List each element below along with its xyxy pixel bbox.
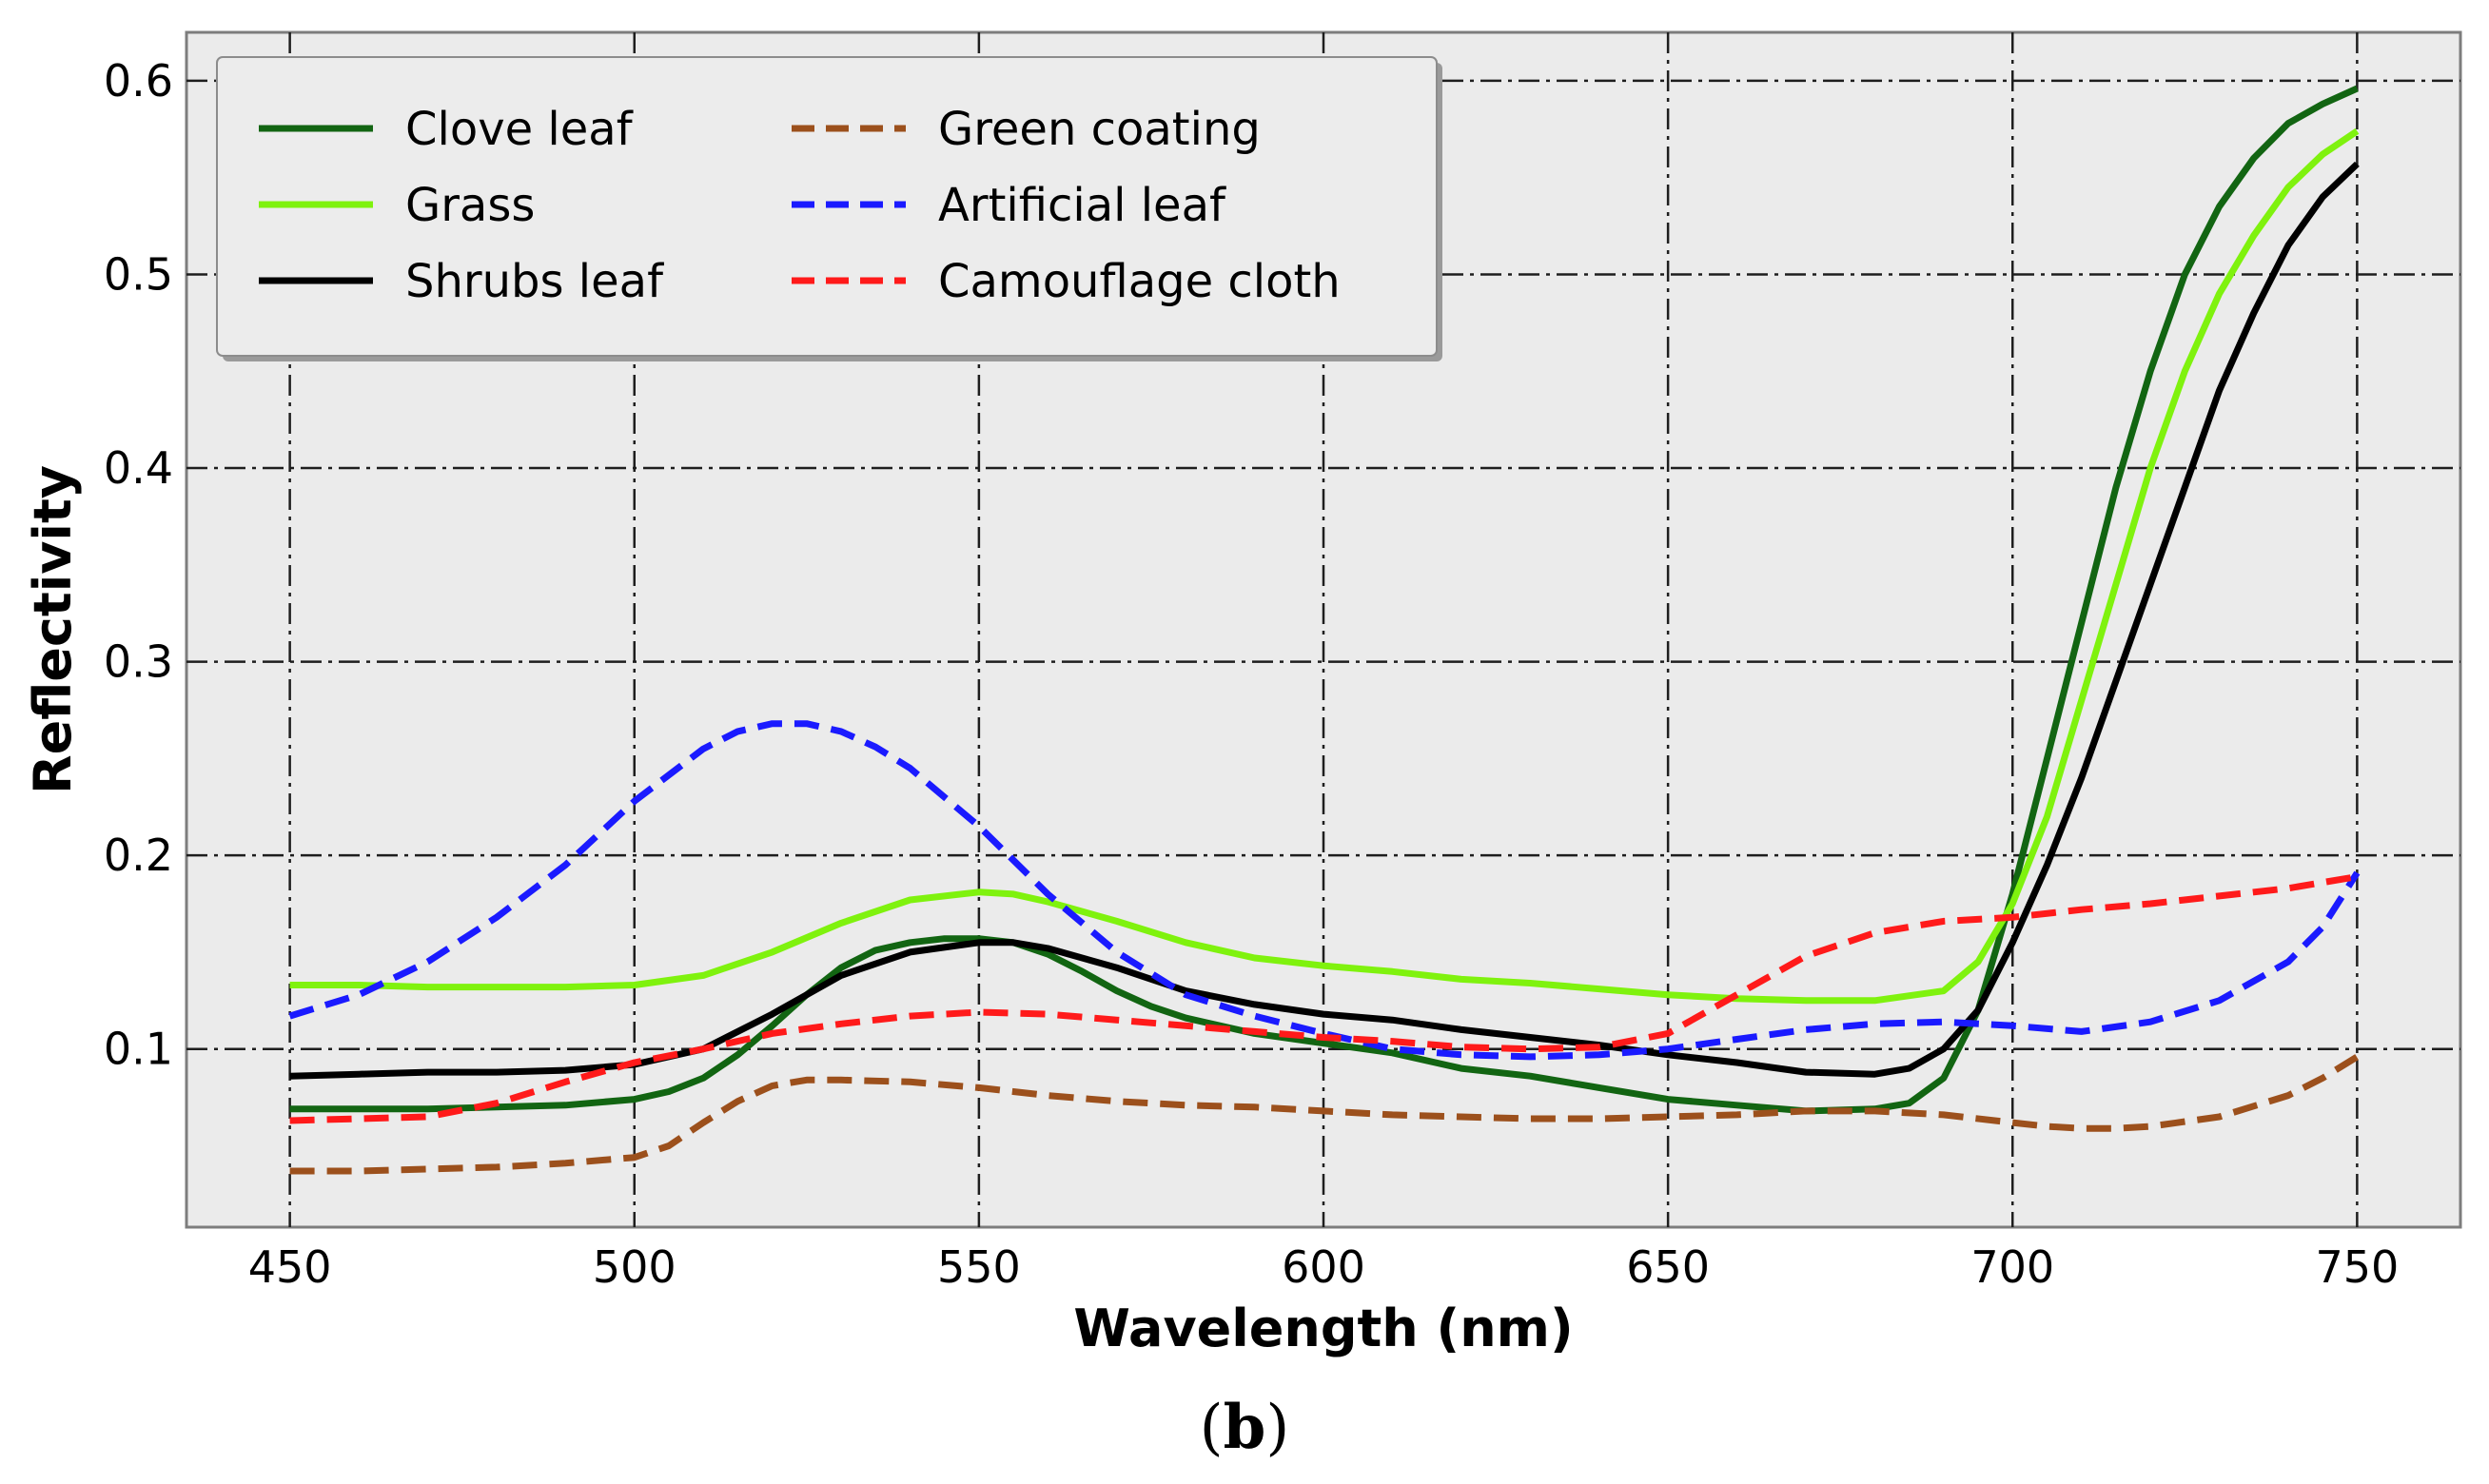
series-line-artificial-leaf xyxy=(288,720,2361,1061)
legend-label-clove-leaf: Clove leaf xyxy=(405,103,634,156)
y-tick-labels: 0.1 0.2 0.3 0.4 0.5 0.6 xyxy=(104,55,173,1075)
x-tick-labels: 450 500 550 600 650 700 750 xyxy=(248,1241,2400,1293)
y-tick-label: 0.5 xyxy=(104,248,173,300)
caption-close: ) xyxy=(1265,1393,1289,1463)
legend-label-grass: Grass xyxy=(405,179,535,232)
series-lines xyxy=(288,85,2361,1175)
series-line-camouflage-cloth xyxy=(289,873,2358,1124)
y-axis-label: Reflectivity xyxy=(23,465,83,794)
legend-label-camouflage-cloth: Camouflage cloth xyxy=(938,255,1341,308)
legend-label-artificial-leaf: Artificial leaf xyxy=(938,179,1226,232)
y-tick-label: 0.2 xyxy=(104,830,173,881)
y-tick-label: 0.6 xyxy=(104,55,173,107)
legend: Clove leaf Grass Shrubs leaf Green coating A… xyxy=(216,56,1442,361)
series-line-green-coating xyxy=(289,1053,2360,1175)
x-tick-label: 650 xyxy=(1626,1241,1710,1293)
x-tick-label: 550 xyxy=(937,1241,1021,1293)
caption-letter: b xyxy=(1224,1392,1266,1463)
series-line-shrubs-leaf xyxy=(289,161,2360,1080)
x-tick-label: 450 xyxy=(248,1241,332,1293)
x-tick-label: 600 xyxy=(1282,1241,1365,1293)
y-tick-label: 0.4 xyxy=(104,442,173,494)
y-tick-label: 0.1 xyxy=(104,1024,173,1075)
x-axis-label: Wavelength (nm) xyxy=(1073,1298,1573,1358)
x-tick-label: 750 xyxy=(2315,1241,2399,1293)
caption-open: ( xyxy=(1200,1393,1224,1463)
x-tick-label: 500 xyxy=(593,1241,676,1293)
series-line-clove-leaf xyxy=(289,85,2359,1115)
series-line-grass xyxy=(289,127,2360,1005)
legend-label-green-coating: Green coating xyxy=(938,103,1261,156)
legend-label-shrubs-leaf: Shrubs leaf xyxy=(405,255,664,308)
x-tick-label: 700 xyxy=(1970,1241,2054,1293)
y-tick-label: 0.3 xyxy=(104,636,173,688)
figure-caption: (b) xyxy=(1200,1392,1290,1463)
